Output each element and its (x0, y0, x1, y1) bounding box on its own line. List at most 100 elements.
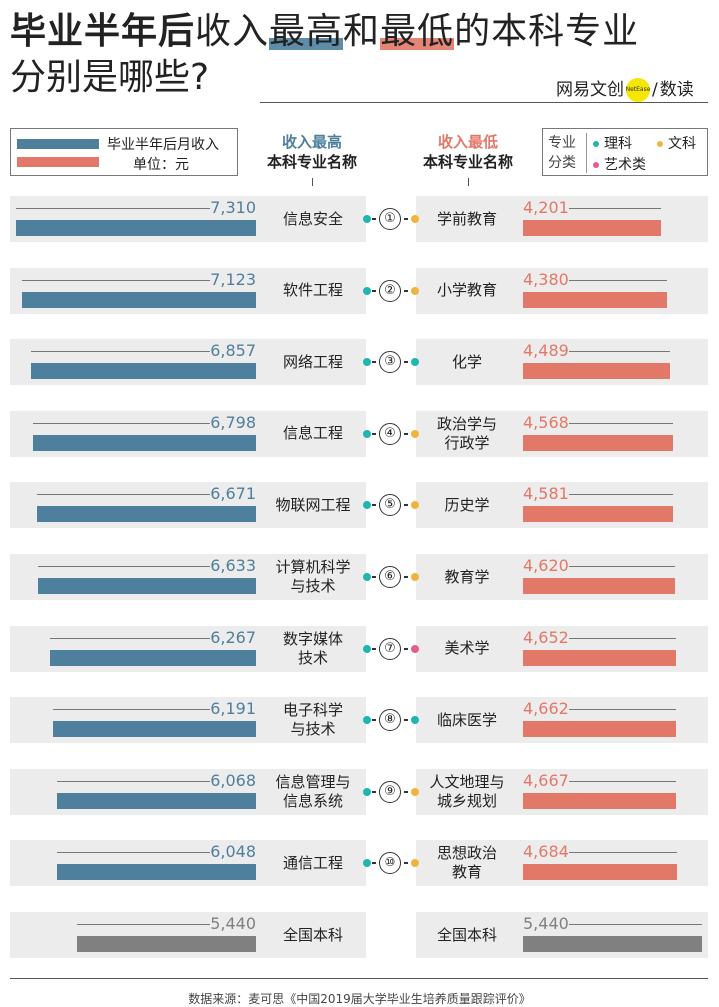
connector (372, 432, 376, 435)
low-guide-line (569, 637, 676, 639)
low-category-dot (411, 716, 419, 725)
title-part: 和 (343, 11, 381, 52)
low-guide-line (569, 208, 661, 209)
major-name-line: 信息系统 (282, 791, 343, 810)
low-major-name: 小学教育 (413, 281, 521, 300)
major-name-line: 思想政治 (436, 844, 497, 863)
category-item-arts: 文科 (657, 133, 696, 153)
high-value-label: 7,310 (210, 198, 256, 217)
high-guide-line (16, 208, 210, 209)
high-guide-line (56, 780, 210, 782)
major-name-line: 全国本科 (282, 925, 343, 944)
connector (404, 862, 408, 865)
category-item-science: 理科 (593, 133, 632, 153)
major-name-line: 学前教育 (436, 209, 497, 228)
brand-name: 网易文创 (556, 80, 624, 100)
high-category-dot (363, 429, 371, 438)
title-part: 的本科专业 (454, 11, 640, 52)
major-name-line: 网络工程 (282, 352, 343, 371)
major-name-line: 软件工程 (282, 281, 343, 300)
low-bar (523, 721, 677, 738)
rank-badge: ⑧ (379, 709, 401, 732)
high-value-label: 6,671 (210, 484, 256, 504)
low-category-dot (411, 429, 419, 438)
connector (372, 862, 376, 865)
category-legend-label: 专业 分类 (548, 133, 587, 173)
legend-label: 毕业半年后月收入 (107, 137, 219, 153)
major-name-line: 信息安全 (282, 209, 343, 228)
high-major-name: 软件工程 (259, 281, 367, 300)
high-guide-line (22, 279, 210, 281)
high-guide-line (77, 924, 210, 925)
low-category-dot (411, 573, 419, 581)
rank-badge: ④ (379, 422, 401, 445)
high-header-title: 收入最高 (281, 133, 342, 151)
low-guide-line (569, 780, 677, 782)
low-guide-line (569, 494, 674, 496)
footer-rule (10, 978, 708, 979)
major-name-line: 通信工程 (282, 853, 343, 872)
page-title: 毕业半年后收入最高和最低的本科专业 (10, 10, 639, 54)
major-name-line: 电子科学 (282, 701, 343, 720)
high-major-name: 电子科学 与技术 (259, 701, 367, 739)
low-category-dot (411, 286, 419, 295)
high-column-header: 收入最高 本科专业名称 (252, 132, 372, 172)
low-major-name: 美术学 (413, 639, 521, 658)
low-major-name: 人文地理与 城乡规划 (413, 773, 521, 811)
connector (404, 361, 408, 364)
high-value-label: 6,048 (210, 842, 256, 862)
low-value-label: 4,568 (523, 412, 569, 432)
low-major-name: 教育学 (413, 568, 521, 587)
low-major-name: 全国本科 (413, 926, 521, 945)
high-category-dot (363, 573, 371, 581)
high-bar (16, 220, 256, 236)
rank-badge: ⑨ (379, 780, 401, 803)
low-category-dot (411, 358, 419, 367)
high-major-name: 数字媒体 技术 (259, 630, 367, 668)
high-category-dot (363, 716, 371, 725)
low-value-label: 4,380 (523, 269, 569, 289)
low-major-name: 历史学 (413, 496, 521, 515)
high-major-name: 通信工程 (259, 854, 367, 873)
value-legend: 毕业半年后月收入 单位：元 (10, 128, 238, 176)
low-guide-line (569, 924, 702, 925)
low-bar (523, 649, 676, 666)
high-major-name: 信息管理与 信息系统 (259, 773, 367, 811)
high-value-label: 6,267 (210, 627, 256, 647)
rank-badge: ③ (379, 351, 401, 374)
major-name-line: 计算机科学 (275, 558, 351, 576)
high-guide-line (30, 351, 210, 353)
major-name-line: 技术 (297, 648, 328, 667)
rank-badge: ⑩ (379, 852, 401, 875)
major-name-line: 全国本科 (436, 925, 497, 944)
rank-badge: ⑦ (379, 637, 401, 660)
category-dot (593, 162, 599, 168)
connector (404, 719, 408, 722)
low-guide-line (569, 566, 675, 567)
low-header-subtitle: 本科专业名称 (422, 153, 513, 171)
high-header-subtitle: 本科专业名称 (266, 153, 357, 171)
high-guide-line (50, 637, 210, 639)
category-dot (657, 141, 663, 147)
title-highlight-highest: 最高 (269, 11, 344, 52)
low-bar (523, 506, 674, 523)
high-value-label: 5,440 (210, 914, 256, 933)
category-dot (593, 141, 599, 147)
low-value-label: 4,684 (523, 842, 569, 862)
connector (372, 289, 376, 292)
low-bar (523, 220, 661, 236)
category-name: 艺术类 (604, 157, 646, 173)
low-value-label: 4,662 (523, 699, 569, 719)
low-guide-line (569, 422, 673, 424)
high-value-label: 6,191 (210, 699, 256, 719)
header-tick (312, 178, 313, 186)
high-category-dot (363, 286, 371, 295)
low-header-title: 收入最低 (437, 133, 498, 151)
high-major-name: 信息安全 (259, 210, 367, 229)
connector (404, 790, 408, 793)
rank-badge: ② (379, 279, 401, 302)
low-value-label: 4,489 (523, 341, 569, 361)
low-guide-line (569, 852, 677, 854)
major-name-line: 城乡规划 (436, 791, 497, 810)
high-category-dot (363, 644, 371, 653)
